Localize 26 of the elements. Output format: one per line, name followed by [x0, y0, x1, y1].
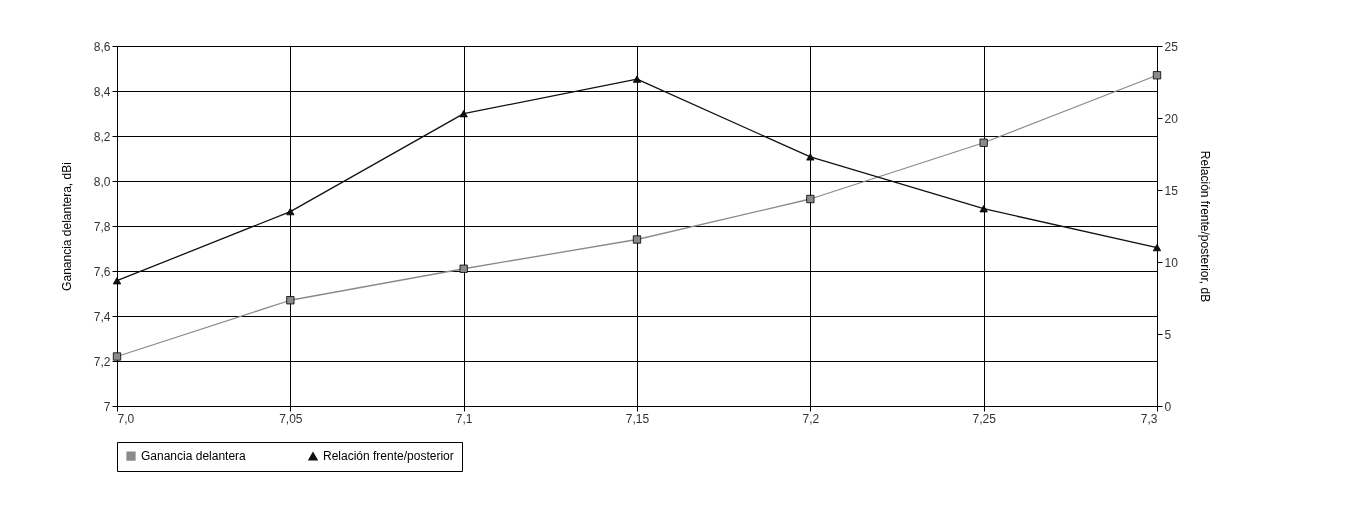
x-tick-label: 7,05 [279, 411, 303, 426]
y-tick-label: 8,2 [93, 129, 111, 144]
y-axis-title: Ganancia delantera, dBi [59, 162, 74, 291]
y-tick-label: 7,2 [93, 354, 111, 369]
y2-axis-title: Relación frente/posterior, dB [1197, 150, 1212, 303]
x-tick-label: 7,0 [117, 411, 135, 426]
y-tick-label: 8,4 [93, 84, 111, 99]
x-tick-label: 7,15 [625, 411, 650, 426]
y-tick-label: 8,0 [93, 174, 111, 189]
x-tick-label: 7,1 [455, 411, 473, 426]
x-tick-label: 7,25 [972, 411, 997, 426]
y2-tick-label: 25 [1164, 39, 1179, 54]
y-tick-label: 7 [103, 399, 111, 414]
legend-label: Relación frente/posterior [323, 449, 454, 464]
x-tick-label: 7,3 [1140, 411, 1158, 426]
y2-tick-label: 20 [1164, 111, 1179, 126]
y2-tick-label: 15 [1164, 183, 1179, 198]
y2-tick-label: 0 [1164, 399, 1172, 414]
y2-tick-label: 5 [1164, 327, 1172, 342]
y-tick-label: 8,6 [93, 39, 111, 54]
legend-label: Ganancia delantera [141, 449, 247, 464]
x-tick-label: 7,2 [802, 411, 820, 426]
y-tick-label: 7,6 [93, 264, 111, 279]
y-tick-label: 7,4 [93, 309, 111, 324]
y-tick-label: 7,8 [93, 219, 111, 234]
y2-tick-label: 10 [1164, 255, 1179, 270]
